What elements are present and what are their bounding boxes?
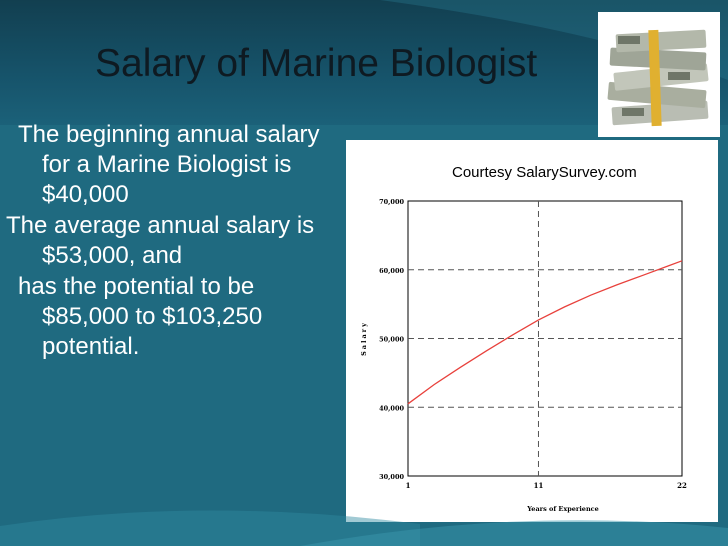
money-stack-icon: [607, 29, 709, 127]
bullet-list: The beginning annual salary for a Marine…: [6, 120, 346, 363]
bullet-average-salary: The average annual salary is $53,000, an…: [6, 212, 315, 269]
slide-title: Salary of Marine Biologist: [95, 42, 538, 85]
bullet-potential-salary: has the potential to be $85,000 to $103,…: [18, 273, 263, 360]
y-tick-label: 60,000: [379, 267, 404, 275]
chart-courtesy: Courtesy SalarySurvey.com: [452, 164, 637, 181]
salary-series-line: [407, 260, 683, 405]
x-tick-label: 1: [406, 481, 411, 490]
bullet-beginning-salary: The beginning annual salary for a Marine…: [18, 121, 320, 208]
y-tick-label: 40,000: [379, 404, 404, 412]
bottom-wave: [0, 510, 728, 546]
y-tick-label: 50,000: [379, 336, 404, 344]
money-stack-image: [598, 12, 720, 137]
x-tick-label: 22: [677, 481, 687, 490]
y-tick-label: 70,000: [379, 198, 404, 206]
y-tick-label: 30,000: [379, 473, 404, 481]
x-tick-label: 11: [534, 481, 544, 490]
x-axis-label: Years of Experience: [526, 505, 599, 513]
y-axis-label: Salary: [360, 321, 368, 356]
